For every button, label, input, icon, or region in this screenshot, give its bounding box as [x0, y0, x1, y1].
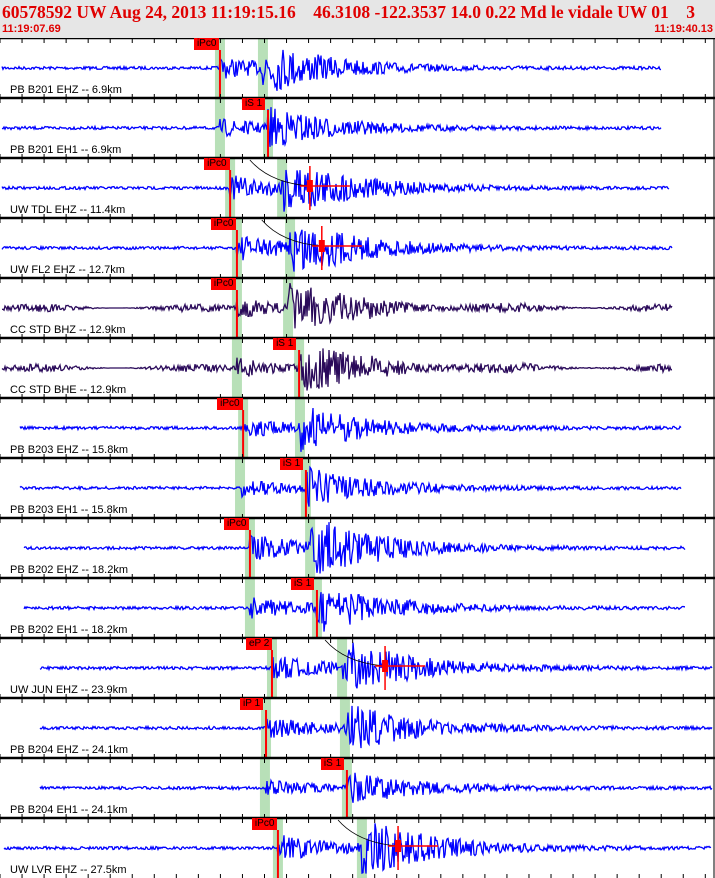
start-time: 11:19:07.69 — [2, 23, 61, 35]
station-label: PB B201 EHZ -- 6.9km — [10, 84, 122, 96]
station-label: PB B203 EHZ -- 15.8km — [10, 444, 128, 456]
waveform-trace — [39, 772, 713, 803]
s-window-band — [305, 518, 316, 578]
seismogram-panel[interactable] — [0, 38, 715, 878]
station-label: PB B201 EH1 -- 6.9km — [10, 144, 122, 156]
phase-pick-label[interactable]: iPc0 — [210, 218, 237, 230]
station-label: PB B203 EH1 -- 15.8km — [10, 504, 128, 516]
waveform-trace — [1, 49, 662, 91]
phase-pick-label[interactable]: iPc0 — [204, 158, 230, 170]
waveform-trace — [1, 229, 673, 272]
waveform-trace — [19, 407, 682, 452]
station-label: CC STD BHZ -- 12.9km — [10, 324, 126, 336]
phase-pick-label[interactable]: iS 1 — [290, 578, 315, 590]
waveform-trace — [39, 705, 713, 749]
station-label: PB B204 EHZ -- 24.1km — [10, 744, 128, 756]
waveform-trace — [1, 282, 673, 329]
station-label: PB B202 EHZ -- 18.2km — [10, 564, 128, 576]
phase-pick-label[interactable]: eP 2 — [245, 638, 273, 650]
s-window-band — [283, 278, 294, 338]
station-label: UW FL2 EHZ -- 12.7km — [10, 264, 125, 276]
phase-pick-label[interactable]: iP 1 — [240, 698, 264, 710]
phase-pick-label[interactable]: iPc0 — [223, 518, 250, 530]
waveform-trace — [1, 107, 662, 148]
waveform-trace — [1, 348, 673, 391]
phase-pick-label[interactable]: iPc0 — [251, 818, 278, 830]
station-label: UW JUN EHZ -- 23.9km — [10, 684, 128, 696]
s-window-band — [356, 818, 367, 878]
phase-pick-label[interactable]: iPc0 — [217, 398, 243, 410]
p-window-band — [231, 338, 242, 398]
waveform-trace — [19, 465, 682, 507]
p-window-band — [214, 98, 225, 158]
travel-time-curve — [337, 819, 399, 847]
travel-time-curve — [261, 219, 322, 247]
waveform-trace — [3, 823, 712, 875]
station-label: UW LVR EHZ -- 27.5km — [10, 864, 127, 876]
station-label: PB B202 EH1 -- 18.2km — [10, 624, 128, 636]
phase-pick-label[interactable]: iS 1 — [242, 98, 266, 110]
phase-pick-label[interactable]: iS 1 — [320, 758, 345, 770]
waveform-trace — [1, 169, 670, 212]
event-header: 60578592 UW Aug 24, 2013 11:19:15.16 46.… — [0, 0, 715, 38]
phase-pick-label[interactable]: iPc0 — [193, 38, 220, 50]
waveform-trace — [23, 592, 685, 632]
event-title: 60578592 UW Aug 24, 2013 11:19:15.16 46.… — [2, 2, 696, 22]
s-window-band — [285, 218, 296, 278]
phase-pick-label[interactable]: iS 1 — [279, 458, 304, 470]
s-window-band — [257, 38, 268, 98]
p-window-band — [244, 578, 255, 638]
station-label: PB B204 EH1 -- 24.1km — [10, 804, 128, 816]
phase-pick-label[interactable]: iPc0 — [210, 278, 237, 290]
station-label: CC STD BHE -- 12.9km — [10, 384, 127, 396]
travel-time-curve — [324, 639, 386, 667]
end-time: 11:19:40.13 — [654, 23, 713, 35]
station-label: UW TDL EHZ -- 11.4km — [10, 204, 126, 216]
phase-pick-label[interactable]: iS 1 — [273, 338, 297, 350]
waveform-trace — [23, 522, 686, 574]
waveform-trace — [39, 642, 713, 689]
travel-time-curve — [249, 159, 310, 187]
